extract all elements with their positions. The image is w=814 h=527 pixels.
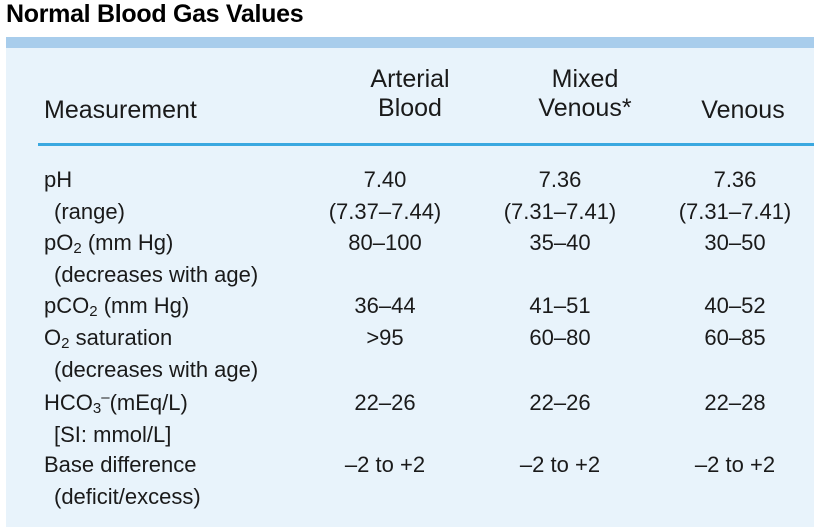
row-o2sat-arterial: >95 bbox=[366, 325, 404, 350]
header-mixed-line2: Venous* bbox=[538, 94, 632, 122]
header-mixed-line1: Mixed bbox=[551, 65, 619, 93]
row-po2-mixed: 35–40 bbox=[529, 230, 591, 255]
row-ph-sub: (range) bbox=[54, 199, 125, 224]
row-ph-mixed: 7.36 bbox=[538, 167, 582, 192]
row-o2sat-sub: (decreases with age) bbox=[54, 357, 259, 382]
header-mixed-venous: Mixed Venous* bbox=[505, 65, 665, 123]
title-divider bbox=[6, 37, 814, 48]
row-po2-label: pO2 (mm Hg) bbox=[44, 230, 174, 257]
row-ph-venous-sub: (7.31–7.41) bbox=[678, 199, 792, 224]
header-arterial-line1: Arterial bbox=[370, 65, 450, 93]
row-pco2-label: pCO2 (mm Hg) bbox=[44, 293, 190, 320]
row-pco2-venous: 40–52 bbox=[704, 293, 766, 318]
row-ph-arterial: 7.40 bbox=[363, 167, 407, 192]
row-base-label: Base difference bbox=[44, 452, 197, 477]
row-base-venous: –2 to +2 bbox=[694, 452, 776, 477]
row-hco3-venous: 22–28 bbox=[704, 390, 766, 415]
row-po2-sub: (decreases with age) bbox=[54, 262, 259, 287]
row-o2sat-venous: 60–85 bbox=[704, 325, 766, 350]
header-venous: Venous bbox=[701, 96, 785, 124]
row-base-sub: (deficit/excess) bbox=[54, 484, 201, 509]
row-hco3-arterial: 22–26 bbox=[354, 390, 416, 415]
row-po2-arterial: 80–100 bbox=[348, 230, 422, 255]
row-o2sat-label: O2 saturation bbox=[44, 325, 173, 352]
row-pco2-arterial: 36–44 bbox=[354, 293, 416, 318]
header-arterial-line2: Blood bbox=[378, 94, 442, 122]
row-ph-mixed-sub: (7.31–7.41) bbox=[503, 199, 617, 224]
page-title: Normal Blood Gas Values bbox=[6, 0, 304, 28]
row-ph-arterial-sub: (7.37–7.44) bbox=[328, 199, 442, 224]
row-hco3-sub: [SI: mmol/L] bbox=[54, 422, 172, 447]
row-ph-label: pH bbox=[44, 167, 73, 192]
row-hco3-label: HCO3–(mEq/L) bbox=[44, 389, 188, 417]
row-base-arterial: –2 to +2 bbox=[344, 452, 426, 477]
header-arterial: Arterial Blood bbox=[330, 65, 490, 123]
header-divider bbox=[38, 143, 814, 146]
row-base-mixed: –2 to +2 bbox=[519, 452, 601, 477]
header-measurement: Measurement bbox=[44, 96, 197, 124]
row-o2sat-mixed: 60–80 bbox=[529, 325, 591, 350]
row-pco2-mixed: 41–51 bbox=[529, 293, 591, 318]
row-ph-venous: 7.36 bbox=[713, 167, 757, 192]
row-po2-venous: 30–50 bbox=[704, 230, 766, 255]
table-panel bbox=[6, 48, 814, 527]
row-hco3-mixed: 22–26 bbox=[529, 390, 591, 415]
